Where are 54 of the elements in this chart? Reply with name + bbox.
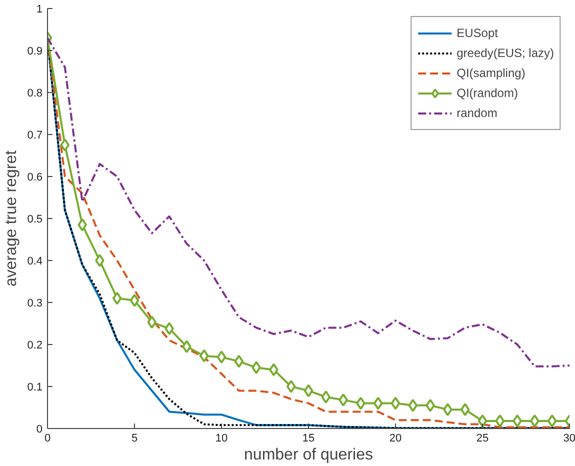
point [478, 414, 488, 428]
point [216, 350, 226, 364]
point [164, 322, 174, 336]
y-tick-label: 0.2 [27, 340, 43, 352]
point [547, 414, 557, 428]
x-tick-label: 25 [476, 432, 489, 444]
y-tick-label: 0.1 [27, 382, 43, 394]
point [460, 403, 470, 416]
point [252, 361, 261, 374]
x-tick-label: 30 [563, 432, 575, 444]
point [512, 414, 522, 428]
y-tick-label: 0 [36, 424, 43, 436]
point [147, 316, 157, 329]
y-tick-label: 0.5 [27, 214, 43, 226]
y-tick-label: 0.6 [27, 172, 43, 184]
x-tick-label: 0 [44, 432, 51, 444]
point [426, 398, 435, 412]
legend-label: random [456, 106, 498, 120]
point [286, 380, 296, 393]
legend-label: QI(random) [456, 86, 518, 100]
point [78, 218, 87, 232]
point [234, 354, 244, 368]
point [443, 403, 452, 416]
x-tick-label: 5 [131, 432, 138, 444]
x-tick-label: 20 [389, 432, 402, 444]
x-axis-title: number of queries [244, 446, 373, 464]
y-tick-label: 0.4 [27, 256, 43, 268]
point [495, 414, 505, 428]
point [199, 349, 209, 362]
y-tick-label: 1 [36, 4, 43, 16]
point [390, 396, 400, 410]
point [356, 396, 366, 410]
y-tick-label: 0.8 [27, 88, 43, 100]
point [408, 398, 418, 412]
point [60, 138, 70, 152]
point [373, 396, 383, 410]
y-tick-label: 0.3 [27, 298, 43, 310]
point [130, 294, 140, 307]
point [95, 254, 104, 267]
point [530, 414, 540, 428]
point [269, 363, 278, 376]
legend-label: greedy(EUS; lazy) [456, 46, 554, 60]
point [338, 393, 348, 406]
legend-label: EUSopt [456, 26, 498, 40]
point [304, 384, 314, 398]
x-tick-label: 15 [302, 432, 315, 444]
legend-label: QI(sampling) [456, 66, 526, 80]
y-axis-title: average true regret [3, 150, 20, 287]
y-tick-label: 0.9 [27, 46, 43, 58]
point [182, 340, 192, 354]
point [321, 390, 331, 404]
y-tick-label: 0.7 [27, 130, 43, 142]
x-tick-label: 10 [215, 432, 228, 444]
point [112, 292, 122, 305]
